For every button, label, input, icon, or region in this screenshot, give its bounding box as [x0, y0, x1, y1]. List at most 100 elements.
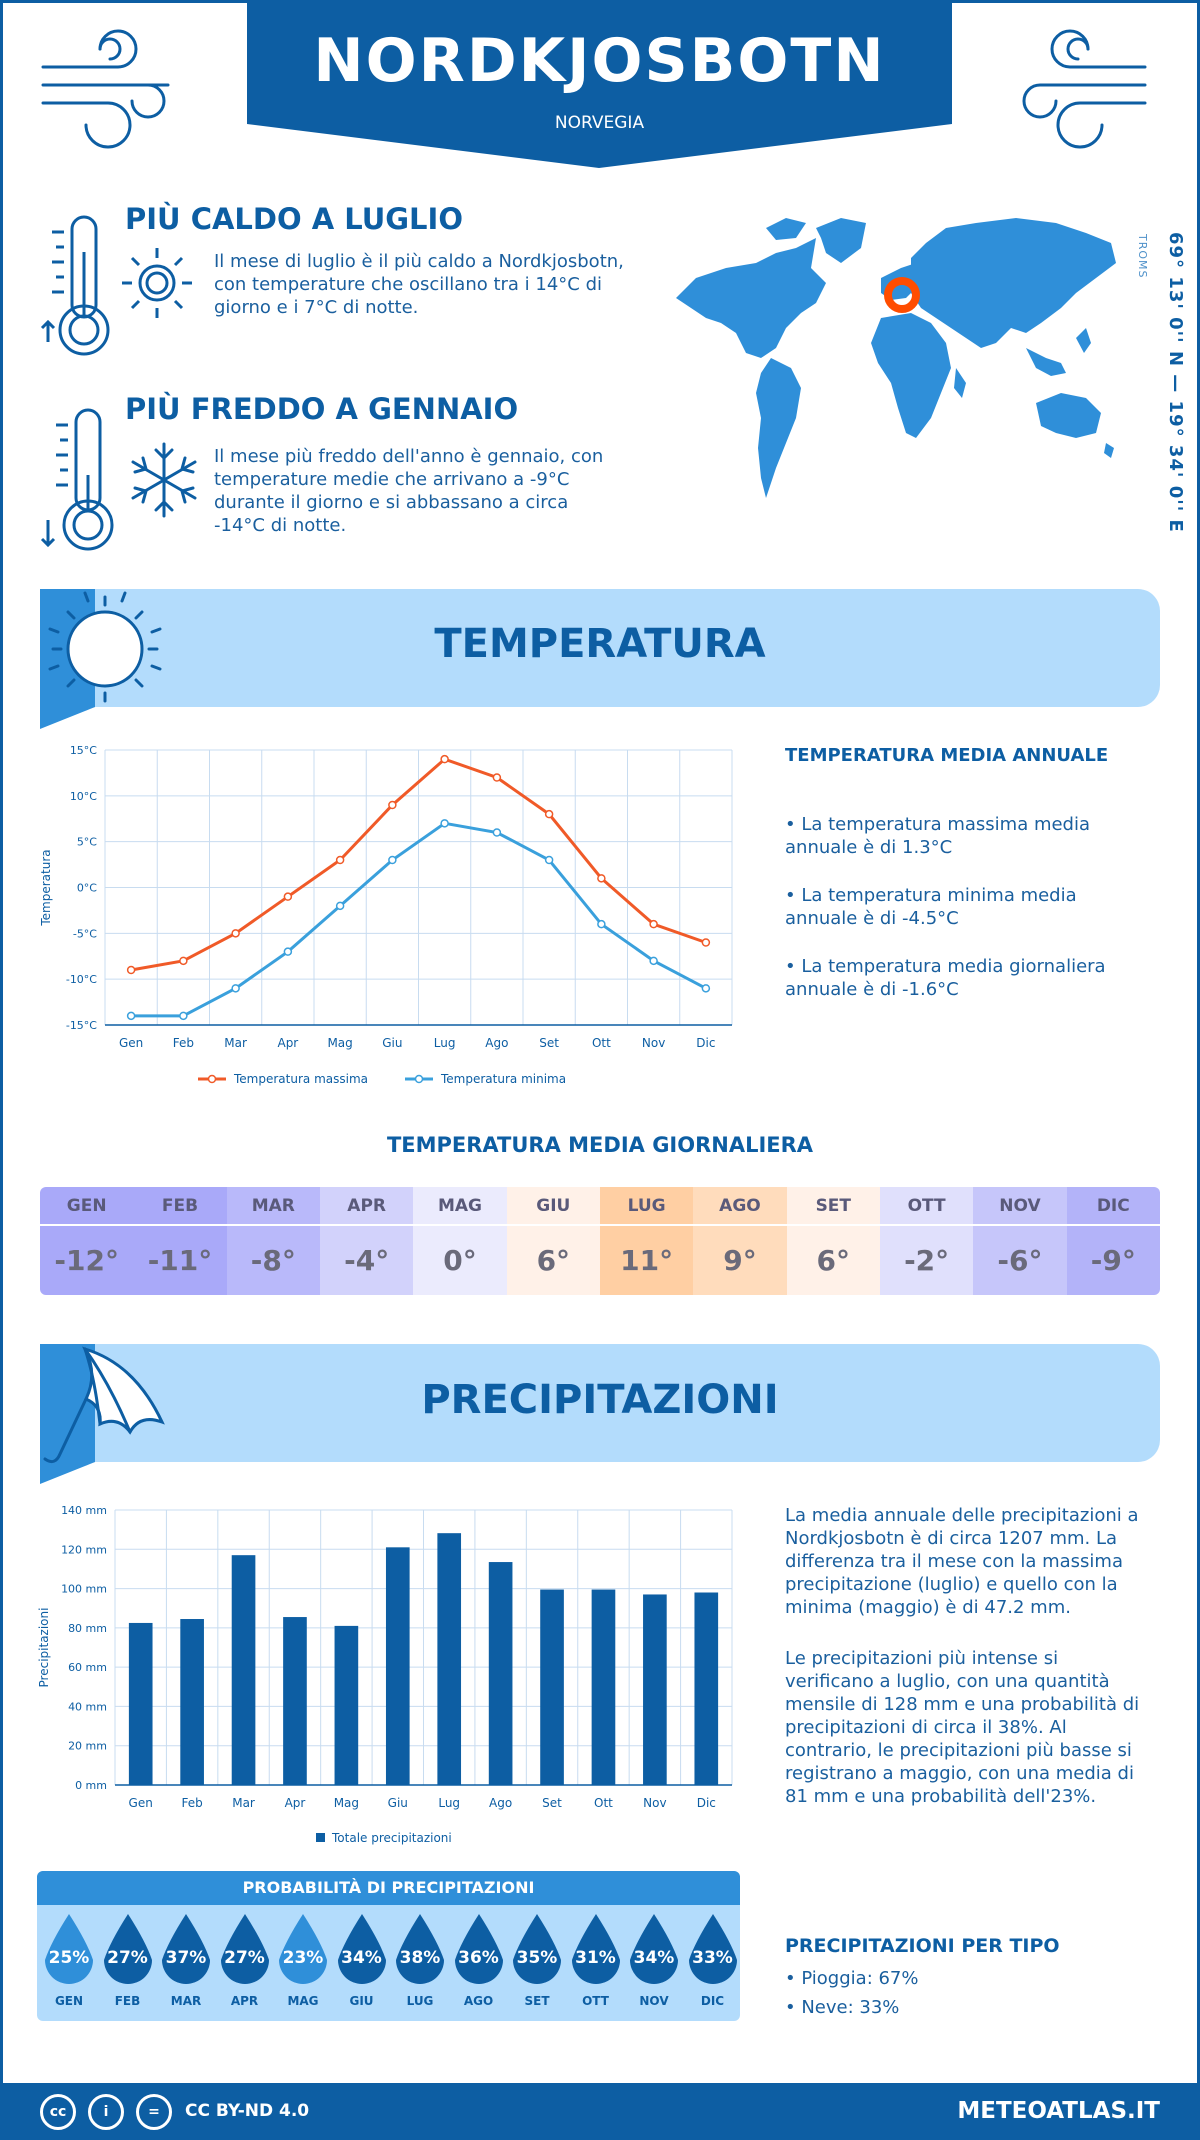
raindrop-shape: [220, 1914, 269, 1984]
y-tick-label: 0°C: [77, 882, 97, 895]
data-point: [701, 938, 711, 947]
warm-text: Il mese di luglio è il più caldo a Nordk…: [214, 251, 624, 318]
umbrella-icon: [40, 1344, 165, 1484]
bar: [591, 1589, 616, 1785]
x-tick-label: Nov: [643, 1796, 666, 1810]
y-tick-label: 80 mm: [68, 1622, 107, 1635]
x-tick-label: Mar: [232, 1796, 255, 1810]
daily-temp-column: LUG 11°: [599, 1187, 694, 1295]
x-tick-label: Gen: [129, 1796, 153, 1810]
y-tick-label: 140 mm: [61, 1504, 107, 1517]
x-tick-label: Feb: [173, 1036, 194, 1050]
snow-share: • Neve: 33%: [785, 1997, 900, 2018]
data-point: [179, 1011, 188, 1021]
y-tick-label: 0 mm: [75, 1779, 107, 1792]
x-tick-label: Giu: [382, 1036, 402, 1050]
raindrop-path: [513, 1914, 561, 1984]
precipitation-title: PRECIPITAZIONI: [421, 1377, 779, 1423]
temperature-value: 6°: [506, 1224, 600, 1295]
raindrop-shape: [630, 1914, 678, 1984]
month-label: MAG: [437, 1195, 482, 1216]
raindrop-icon: 37% MAR: [158, 1912, 214, 2012]
bar: [694, 1592, 719, 1785]
annual-avg-text: • La temperatura media giornaliera annua…: [785, 956, 1106, 1000]
month-label: APR: [347, 1195, 386, 1216]
raindrop-icon: 38% LUG: [392, 1912, 448, 2012]
probability-value: 34%: [341, 1948, 382, 1968]
month-label: GIU: [536, 1195, 571, 1216]
x-tick-label: Mar: [224, 1036, 247, 1050]
cc-icon[interactable]: cc: [40, 2094, 76, 2130]
raindrop-path: [571, 1914, 620, 1984]
raindrop-shape: [337, 1914, 386, 1984]
legend-label: Temperatura massima: [233, 1072, 368, 1086]
data-point: [597, 874, 606, 883]
x-tick-label: Nov: [642, 1036, 665, 1050]
legend-marker: [207, 1074, 217, 1084]
x-tick-label: Ago: [489, 1796, 512, 1810]
bar: [180, 1619, 204, 1785]
month-label: OTT: [907, 1195, 946, 1216]
data-point: [597, 919, 606, 929]
x-tick-label: Mag: [327, 1036, 352, 1050]
raindrop-path: [630, 1914, 678, 1984]
daily-temp-column: NOV -6°: [973, 1187, 1067, 1295]
month-label: FEB: [161, 1195, 199, 1216]
raindrop-shape: [454, 1914, 503, 1984]
annual-temp-title: TEMPERATURA MEDIA ANNUALE: [785, 745, 1109, 766]
month-label: DIC: [700, 1994, 725, 2008]
y-tick-label: 15°C: [70, 744, 97, 757]
probability-value: 36%: [458, 1948, 499, 1968]
raindrop-path: [337, 1914, 386, 1984]
x-tick-label: Apr: [285, 1796, 306, 1810]
raindrop-path: [220, 1914, 269, 1984]
x-tick-label: Lug: [434, 1036, 456, 1050]
data-point: [335, 855, 345, 865]
month-label: GEN: [54, 1994, 84, 2008]
site-link[interactable]: METEOATLAS.IT: [957, 2098, 1160, 2124]
data-point: [388, 855, 397, 865]
data-point: [231, 984, 240, 993]
probability-value: 37%: [165, 1948, 207, 1968]
raindrop-path: [103, 1914, 152, 1984]
temperature-value: -2°: [879, 1224, 974, 1295]
bar: [540, 1589, 564, 1785]
precip-type-title: PRECIPITAZIONI PER TIPO: [785, 1935, 1060, 1957]
raindrop-path: [688, 1914, 737, 1984]
raindrop-shape: [688, 1914, 737, 1984]
month-label: MAG: [287, 1994, 319, 2008]
probability-value: 27%: [107, 1948, 148, 1968]
data-point: [440, 754, 449, 764]
x-tick-label: Dic: [697, 1796, 716, 1810]
snowflake-icon: [131, 442, 197, 518]
license-label[interactable]: CC BY-ND 4.0: [185, 2101, 310, 2121]
probability-value: 38%: [399, 1948, 441, 1968]
annual-min-text: • La temperatura minima media annuale è …: [785, 885, 1077, 929]
attribution-icon[interactable]: i: [88, 2094, 124, 2130]
y-tick-label: 100 mm: [61, 1583, 107, 1596]
data-point: [388, 800, 397, 810]
y-tick-label: -10°C: [66, 973, 97, 986]
x-tick-label: Apr: [277, 1036, 298, 1050]
raindrop-shape: [513, 1914, 561, 1984]
probability-value: 35%: [516, 1948, 558, 1968]
precip-text-2: Le precipitazioni più intense si verific…: [785, 1648, 1140, 1807]
month-label: LUG: [627, 1195, 666, 1216]
month-label: MAR: [170, 1994, 202, 2008]
data-point: [283, 947, 293, 956]
temperature-title: TEMPERATURA: [434, 621, 766, 667]
y-tick-label: 10°C: [70, 790, 97, 803]
daily-temp-column: MAR -8°: [226, 1187, 320, 1295]
wind-icon: [1022, 29, 1147, 149]
month-label: MAR: [251, 1195, 295, 1216]
precipitation-banner: [40, 1344, 1160, 1462]
raindrop-icon: 31% OTT: [568, 1912, 624, 2012]
footer: [0, 2083, 1200, 2140]
sun-icon: [122, 248, 192, 318]
legend-label: Temperatura minima: [440, 1072, 566, 1086]
data-point: [179, 956, 188, 966]
raindrop-icon: 33% DIC: [685, 1912, 741, 2012]
no-derivatives-icon[interactable]: =: [136, 2094, 172, 2130]
temperature-value: -4°: [319, 1224, 414, 1295]
temperature-value: -6°: [973, 1224, 1067, 1295]
